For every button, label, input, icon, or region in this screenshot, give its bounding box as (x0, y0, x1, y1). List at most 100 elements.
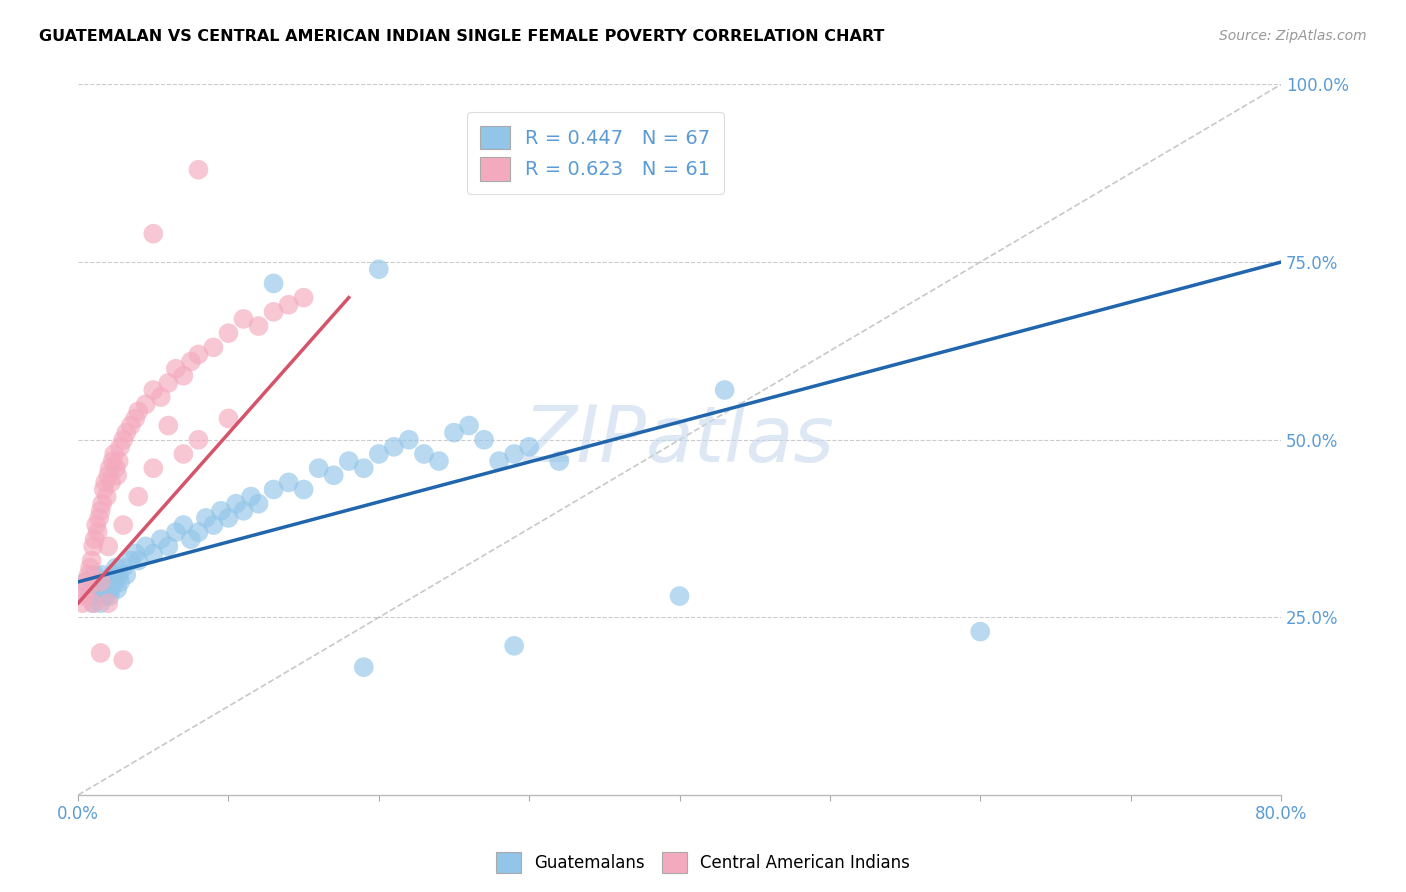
Text: Source: ZipAtlas.com: Source: ZipAtlas.com (1219, 29, 1367, 43)
Point (86, 589, 108, 603)
Point (101, 567, 124, 582)
Point (124, 546, 146, 560)
Point (187, 525, 209, 540)
Point (97, 468, 120, 483)
Point (292, 291, 315, 305)
Point (382, 440, 405, 454)
Point (82, 596, 104, 610)
Point (100, 475, 122, 490)
Text: GUATEMALAN VS CENTRAL AMERICAN INDIAN SINGLE FEMALE POVERTY CORRELATION CHART: GUATEMALAN VS CENTRAL AMERICAN INDIAN SI… (39, 29, 884, 44)
Point (240, 490, 263, 504)
Point (713, 383, 735, 397)
Point (149, 390, 172, 404)
Point (503, 639, 526, 653)
Point (367, 447, 389, 461)
Point (120, 553, 142, 567)
Point (668, 589, 690, 603)
Point (104, 560, 127, 574)
Point (149, 533, 172, 547)
Point (443, 425, 465, 440)
Point (232, 504, 254, 518)
Point (187, 162, 209, 177)
Point (488, 454, 510, 468)
Point (90, 646, 112, 660)
Point (83, 533, 105, 547)
Point (75, 574, 97, 589)
Point (157, 376, 180, 390)
Point (187, 347, 209, 361)
Point (353, 461, 375, 475)
Point (97, 596, 120, 610)
Point (247, 497, 270, 511)
Point (135, 397, 157, 411)
Point (263, 305, 285, 319)
Point (217, 511, 239, 525)
Point (89, 574, 111, 589)
Point (115, 425, 138, 440)
Point (97, 539, 120, 553)
Point (969, 624, 991, 639)
Point (247, 319, 270, 334)
Point (367, 262, 389, 277)
Point (472, 433, 495, 447)
Point (353, 660, 375, 674)
Point (84, 582, 107, 596)
Point (94, 475, 117, 490)
Point (194, 511, 217, 525)
Point (263, 483, 285, 497)
Legend: Guatemalans, Central American Indians: Guatemalans, Central American Indians (489, 846, 917, 880)
Point (101, 454, 124, 468)
Point (103, 447, 125, 461)
Point (157, 539, 180, 553)
Point (308, 461, 330, 475)
Point (209, 504, 232, 518)
Point (75, 574, 97, 589)
Point (263, 277, 285, 291)
Point (104, 461, 127, 475)
Point (107, 567, 129, 582)
Point (127, 553, 149, 567)
Point (202, 340, 225, 354)
Point (90, 574, 112, 589)
Legend: R = 0.447   N = 67, R = 0.623   N = 61: R = 0.447 N = 67, R = 0.623 N = 61 (467, 112, 724, 194)
Point (458, 418, 481, 433)
Point (180, 354, 202, 368)
Point (202, 518, 225, 533)
Point (93, 483, 115, 497)
Point (110, 574, 132, 589)
Point (413, 447, 436, 461)
Point (77, 567, 100, 582)
Point (80, 553, 103, 567)
Point (172, 368, 194, 383)
Point (398, 433, 420, 447)
Point (82, 596, 104, 610)
Point (77, 589, 100, 603)
Point (83, 567, 105, 582)
Point (172, 447, 194, 461)
Point (80, 582, 103, 596)
Point (79, 560, 101, 574)
Text: ZIPatlas: ZIPatlas (524, 401, 835, 478)
Point (142, 383, 165, 397)
Point (89, 511, 111, 525)
Point (135, 539, 157, 553)
Point (142, 461, 165, 475)
Point (165, 525, 187, 540)
Point (427, 454, 450, 468)
Point (94, 589, 117, 603)
Point (105, 582, 128, 596)
Point (217, 326, 239, 340)
Point (292, 483, 315, 497)
Point (107, 454, 129, 468)
Point (322, 468, 344, 483)
Point (225, 497, 247, 511)
Point (157, 418, 180, 433)
Point (110, 440, 132, 454)
Point (91, 567, 114, 582)
Point (112, 560, 135, 574)
Point (217, 411, 239, 425)
Point (73, 589, 96, 603)
Point (96, 490, 118, 504)
Point (187, 433, 209, 447)
Point (165, 361, 187, 376)
